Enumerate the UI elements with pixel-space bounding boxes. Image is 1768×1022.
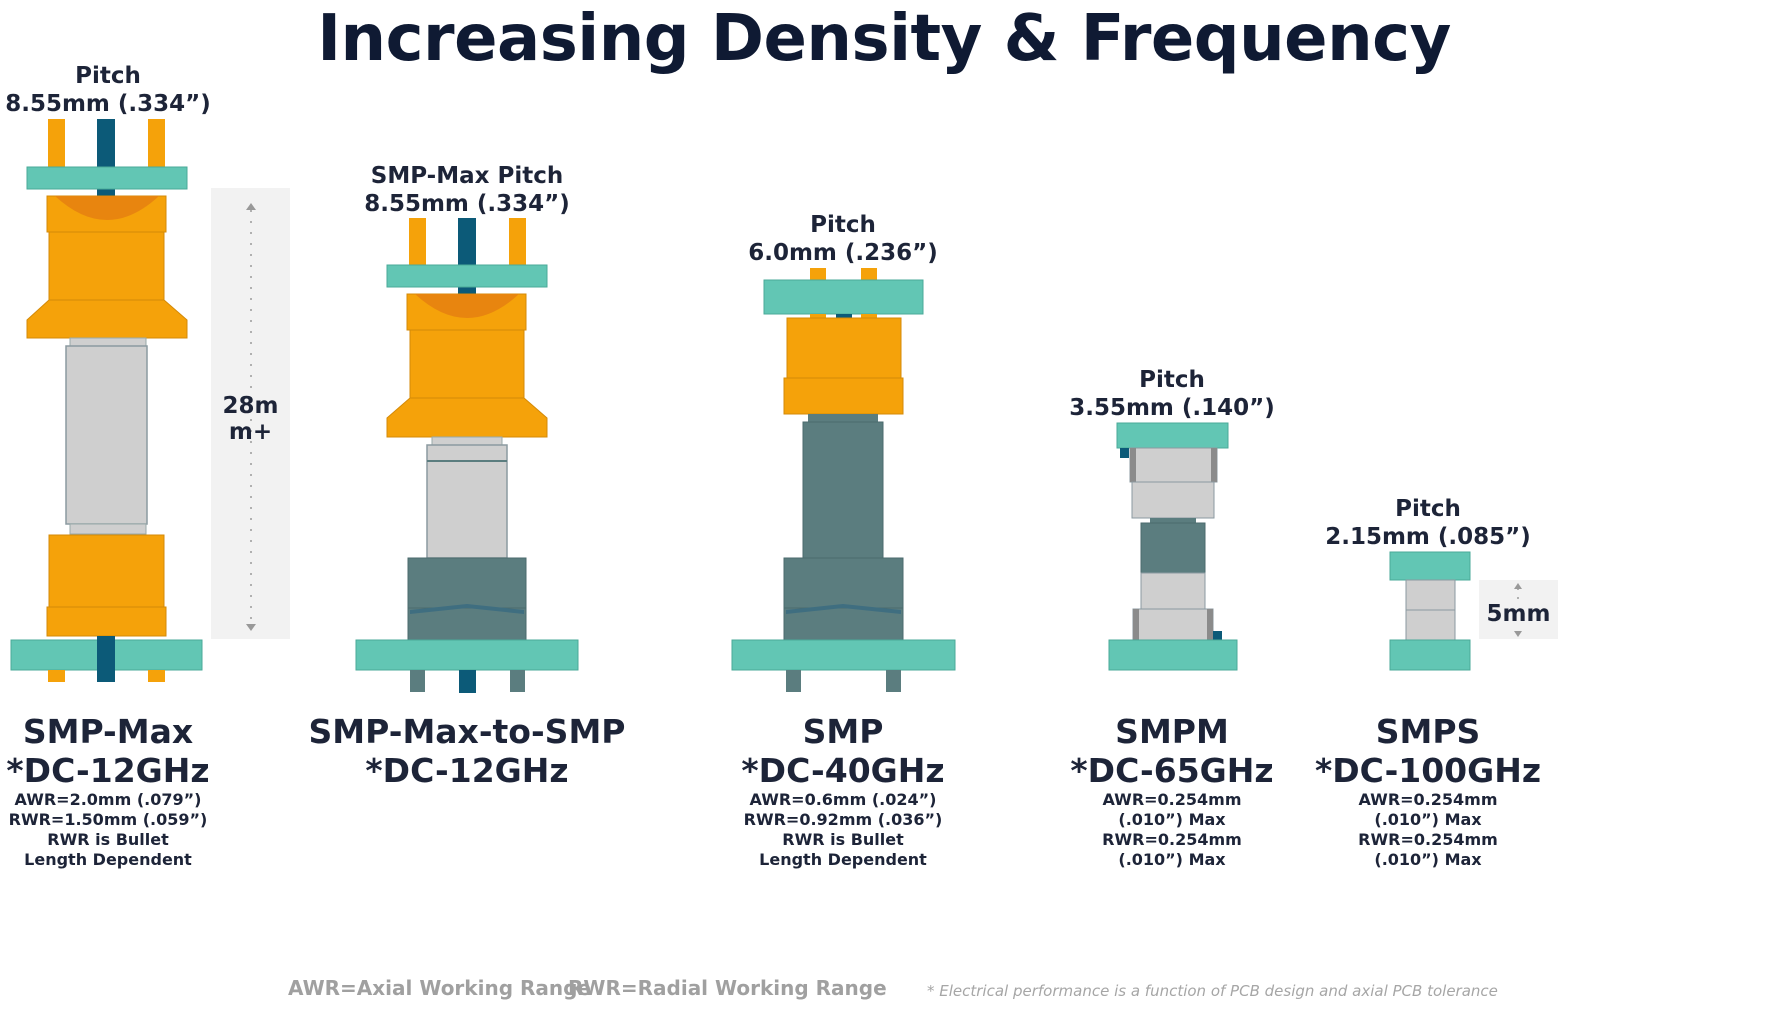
dimension-28mm-label: 28m m+ bbox=[222, 393, 279, 445]
smp-max-to-smp-illustration bbox=[355, 218, 579, 693]
spec-line: (.010”) Max bbox=[1374, 810, 1482, 829]
spec-line: RWR=0.254mm bbox=[1358, 830, 1498, 849]
dimension-5mm-label: 5mm bbox=[1479, 601, 1558, 627]
spec-line: (.010”) Max bbox=[1374, 850, 1482, 869]
legend-awr: AWR=Axial Working Range bbox=[288, 976, 591, 1000]
connector-name: SMPM bbox=[1115, 712, 1229, 751]
pitch-label-smp-max-to-smp: SMP-Max Pitch 8.55mm (.334”) bbox=[364, 163, 570, 217]
smp-illustration bbox=[731, 268, 956, 692]
connector-frequency: *DC-40GHz bbox=[741, 751, 945, 790]
footnote: * Electrical performance is a function o… bbox=[927, 982, 1498, 1000]
pitch-label-smp-max: Pitch 8.55mm (.334”) bbox=[5, 63, 211, 117]
pitch-label-smpm: Pitch 3.55mm (.140”) bbox=[1069, 367, 1275, 421]
connector-name: SMP bbox=[802, 712, 884, 751]
dimension-28mm-marker bbox=[211, 188, 290, 639]
pitch-label-smps: Pitch 2.15mm (.085”) bbox=[1325, 496, 1531, 550]
page-title: Increasing Density & Frequency bbox=[317, 2, 1451, 76]
connector-frequency: *DC-12GHz bbox=[6, 751, 210, 790]
smp-max-illustration bbox=[10, 119, 203, 682]
connector-label-smp: SMP *DC-40GHz AWR=0.6mm (.024”) RWR=0.92… bbox=[663, 712, 1023, 870]
spec-line: AWR=0.254mm bbox=[1358, 790, 1498, 809]
connector-name: SMP-Max-to-SMP bbox=[308, 712, 626, 751]
spec-line: RWR=0.92mm (.036”) bbox=[743, 810, 943, 829]
connector-label-smp-max: SMP-Max *DC-12GHz AWR=2.0mm (.079”) RWR=… bbox=[0, 712, 288, 870]
spec-line: RWR=0.254mm bbox=[1102, 830, 1242, 849]
legend-rwr: RWR=Radial Working Range bbox=[568, 976, 887, 1000]
spec-line: RWR=1.50mm (.059”) bbox=[8, 810, 208, 829]
connector-label-smps: SMPS *DC-100GHz AWR=0.254mm (.010”) Max … bbox=[1248, 712, 1608, 870]
spec-line: Length Dependent bbox=[24, 850, 192, 869]
spec-line: (.010”) Max bbox=[1118, 850, 1226, 869]
connector-name: SMP-Max bbox=[22, 712, 194, 751]
smps-illustration bbox=[1389, 551, 1471, 671]
connector-label-smpm: SMPM *DC-65GHz AWR=0.254mm (.010”) Max R… bbox=[992, 712, 1352, 870]
smpm-illustration bbox=[1108, 422, 1238, 671]
connector-frequency: *DC-100GHz bbox=[1314, 751, 1542, 790]
spec-line: (.010”) Max bbox=[1118, 810, 1226, 829]
pitch-label-smp: Pitch 6.0mm (.236”) bbox=[748, 212, 938, 266]
spec-line: RWR is Bullet bbox=[782, 830, 904, 849]
connector-frequency: *DC-65GHz bbox=[1070, 751, 1274, 790]
spec-line: Length Dependent bbox=[759, 850, 927, 869]
connector-label-smp-max-to-smp: SMP-Max-to-SMP *DC-12GHz bbox=[287, 712, 647, 790]
spec-line: AWR=2.0mm (.079”) bbox=[14, 790, 202, 809]
spec-line: AWR=0.6mm (.024”) bbox=[749, 790, 937, 809]
connector-frequency: *DC-12GHz bbox=[365, 751, 569, 790]
spec-line: RWR is Bullet bbox=[47, 830, 169, 849]
connector-name: SMPS bbox=[1375, 712, 1481, 751]
spec-line: AWR=0.254mm bbox=[1102, 790, 1242, 809]
